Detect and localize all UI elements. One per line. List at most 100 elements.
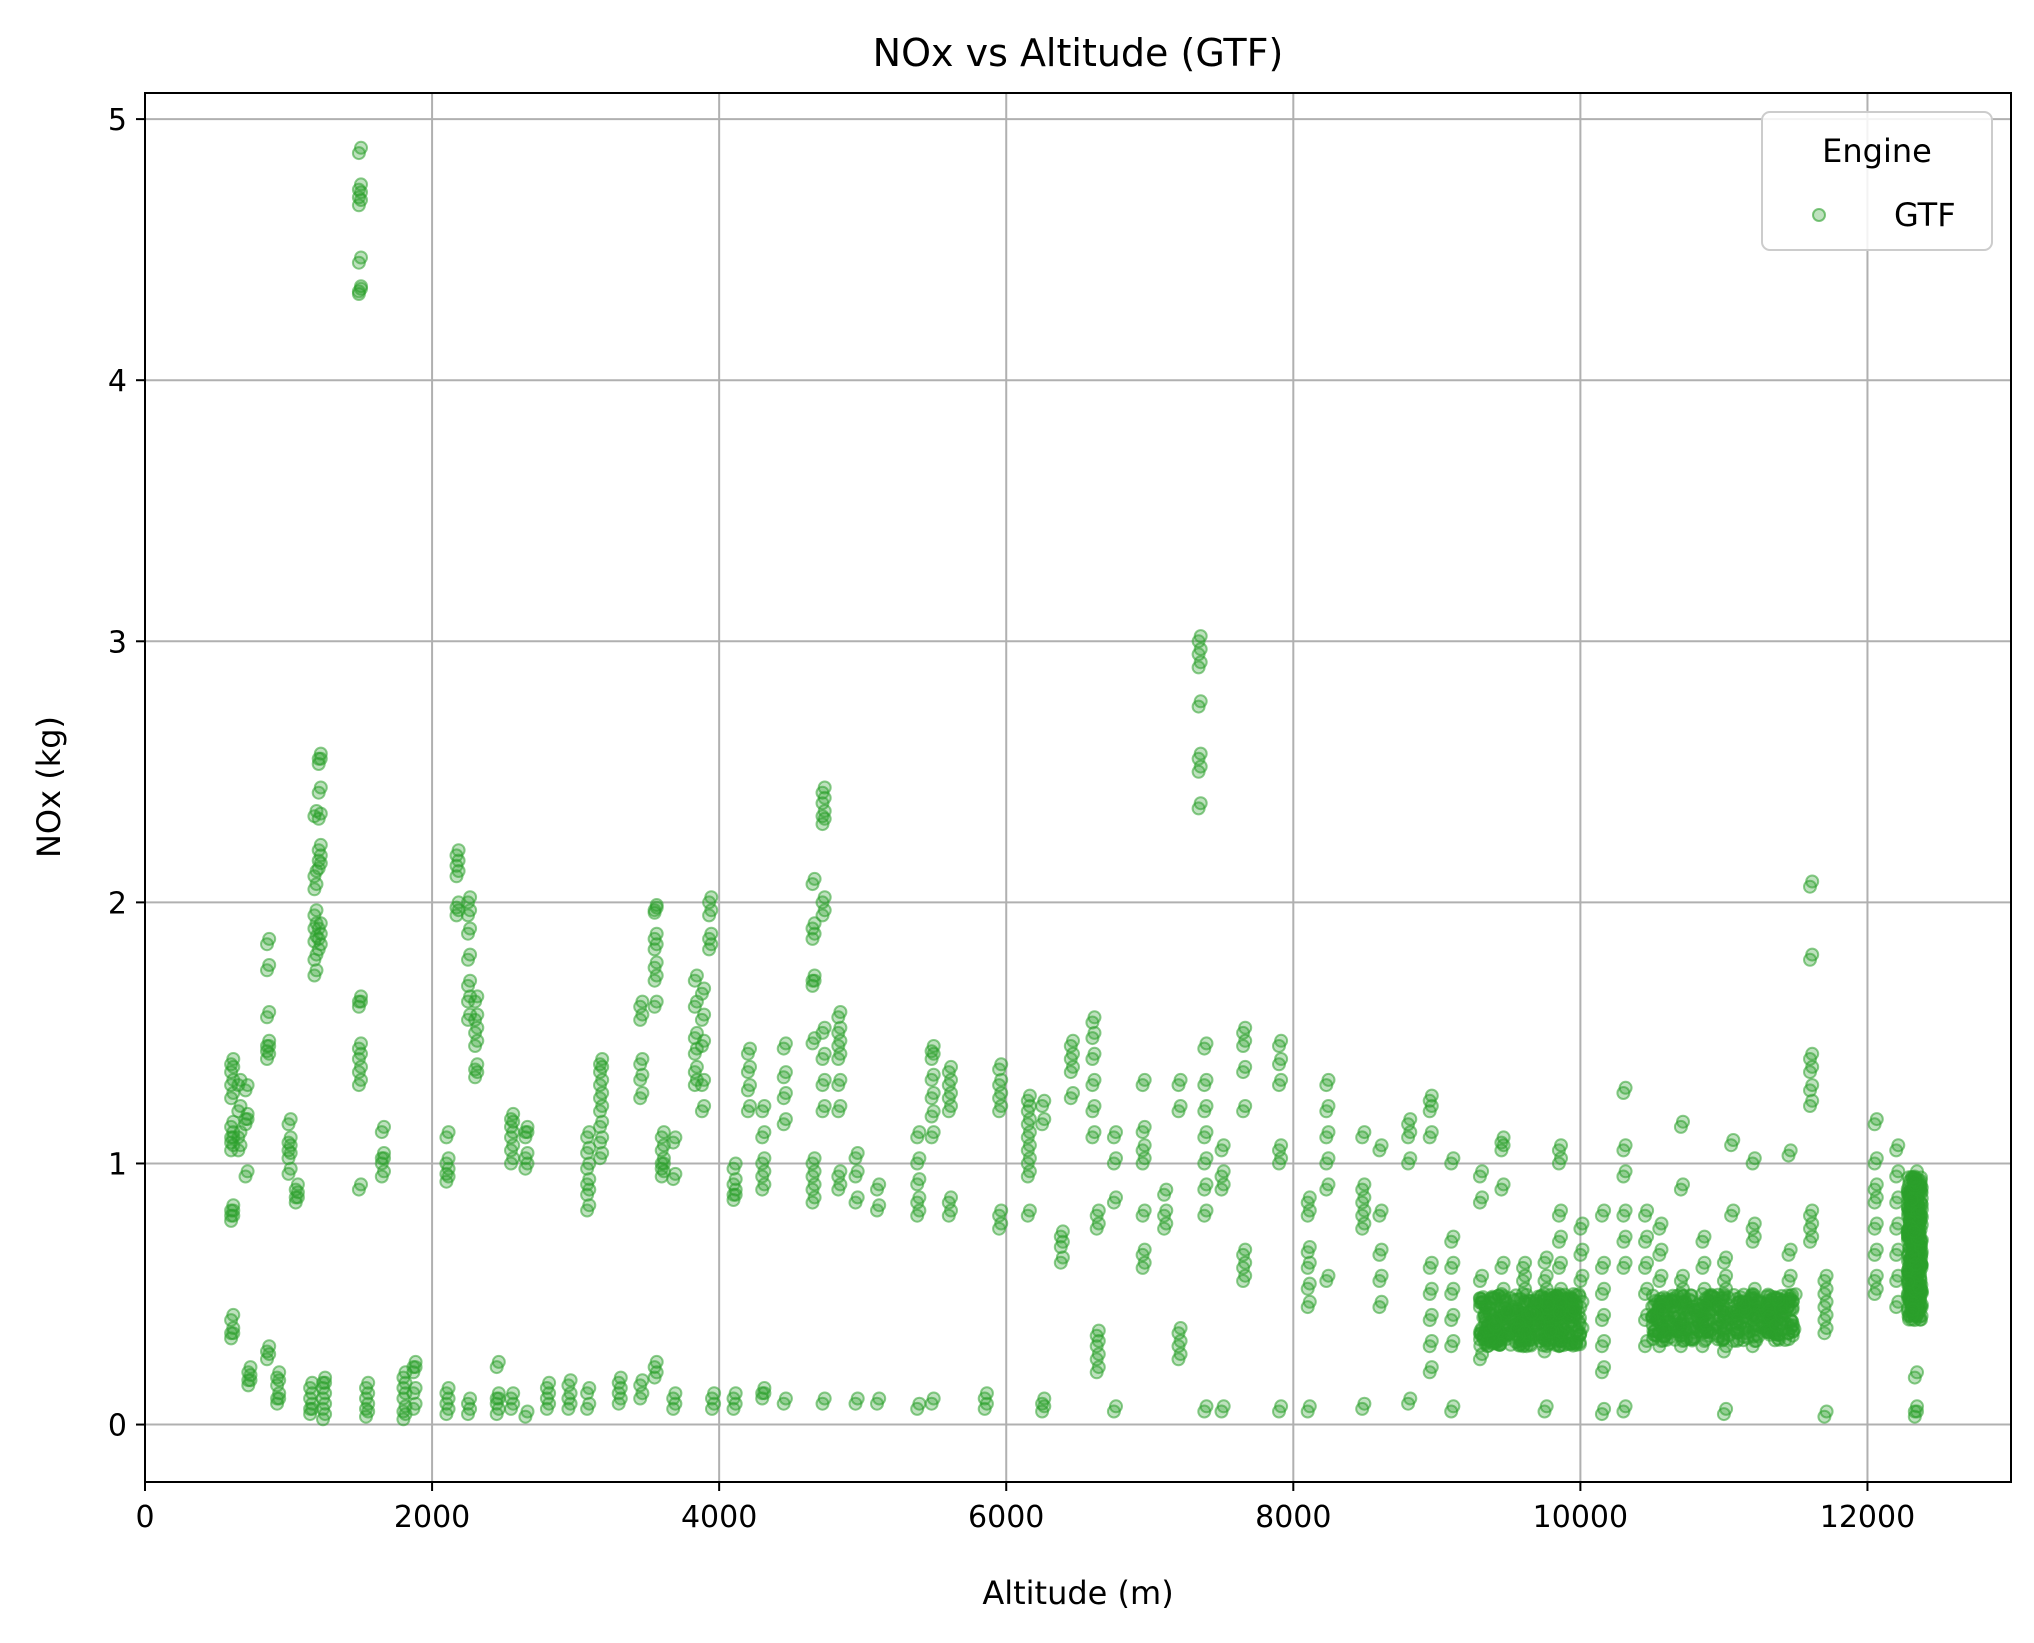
data-point xyxy=(1543,1324,1558,1339)
data-point xyxy=(778,1036,793,1051)
grid xyxy=(144,93,2011,1482)
data-point xyxy=(994,1086,1009,1100)
data-point xyxy=(994,1203,1009,1218)
data-point xyxy=(1193,694,1208,709)
data-point xyxy=(1066,1059,1080,1074)
data-point xyxy=(470,1020,485,1035)
data-point xyxy=(243,1360,258,1375)
data-point xyxy=(850,1391,865,1406)
data-point xyxy=(649,994,664,1009)
data-point xyxy=(1805,947,1820,962)
data-point xyxy=(1618,1080,1633,1095)
data-point xyxy=(704,926,719,941)
data-point xyxy=(1539,1268,1554,1283)
data-point xyxy=(1193,629,1208,644)
data-point xyxy=(451,895,466,910)
data-point xyxy=(1199,1151,1214,1166)
data-point xyxy=(1552,1305,1567,1320)
data-point xyxy=(1869,1242,1884,1257)
data-point xyxy=(1805,1203,1820,1218)
data-point xyxy=(1374,1138,1389,1153)
data-point xyxy=(1709,1319,1724,1334)
data-point xyxy=(1087,1010,1102,1025)
data-point xyxy=(912,1151,927,1166)
data-point xyxy=(1446,1334,1461,1348)
data-point xyxy=(1424,1255,1439,1270)
data-point xyxy=(313,916,328,931)
data-point xyxy=(408,1354,423,1369)
data-point xyxy=(850,1190,865,1205)
data-point xyxy=(582,1381,597,1395)
data-point xyxy=(833,1005,848,1019)
data-point xyxy=(408,1381,423,1395)
data-point xyxy=(1485,1291,1500,1306)
data-point xyxy=(817,780,832,795)
data-point xyxy=(313,780,328,795)
data-point xyxy=(1374,1242,1389,1257)
x-tick-label: 6000 xyxy=(968,1500,1044,1535)
data-point xyxy=(743,1041,757,1056)
data-point xyxy=(290,1177,305,1192)
data-point xyxy=(1173,1347,1188,1362)
data-point xyxy=(1066,1086,1080,1100)
data-point xyxy=(1774,1308,1789,1323)
data-point xyxy=(1022,1138,1037,1153)
data-point xyxy=(1645,1310,1660,1325)
data-point xyxy=(1686,1332,1701,1347)
data-point xyxy=(1199,1399,1214,1414)
data-point xyxy=(1475,1164,1490,1179)
x-axis-label: Altitude (m) xyxy=(982,1574,1173,1612)
data-point xyxy=(1719,1268,1734,1283)
data-point xyxy=(833,1099,848,1113)
data-point xyxy=(582,1125,597,1140)
data-point xyxy=(1719,1401,1734,1416)
data-point xyxy=(1087,1046,1102,1061)
data-point xyxy=(872,1177,887,1192)
data-point xyxy=(1055,1250,1070,1265)
data-point xyxy=(262,958,277,972)
data-point xyxy=(1037,1112,1052,1127)
data-point xyxy=(649,1354,664,1369)
data-point xyxy=(491,1354,506,1369)
data-point xyxy=(1446,1151,1461,1166)
data-point xyxy=(1805,1078,1820,1093)
data-point xyxy=(668,1166,683,1181)
data-point xyxy=(354,1059,368,1074)
data-point xyxy=(1109,1399,1123,1414)
data-point xyxy=(1446,1307,1461,1322)
data-point xyxy=(1554,1138,1568,1153)
data-point xyxy=(1037,1391,1052,1406)
data-point xyxy=(240,1078,255,1093)
data-point xyxy=(1238,1059,1253,1074)
data-point xyxy=(944,1203,958,1218)
y-tick-label: 4 xyxy=(108,364,127,399)
data-point xyxy=(470,989,485,1004)
data-point xyxy=(1654,1301,1669,1316)
data-point xyxy=(1321,1099,1336,1113)
data-point xyxy=(542,1375,557,1390)
data-point xyxy=(1302,1294,1317,1309)
data-point xyxy=(817,1099,832,1113)
data-point xyxy=(1066,1033,1080,1048)
data-point xyxy=(1321,1268,1336,1283)
data-point xyxy=(1199,1203,1214,1218)
data-point xyxy=(912,1172,927,1187)
data-point xyxy=(1697,1255,1712,1270)
data-point xyxy=(1640,1203,1655,1218)
data-point xyxy=(1654,1242,1669,1257)
data-point xyxy=(1374,1294,1389,1309)
data-point xyxy=(463,1391,478,1406)
data-point xyxy=(240,1164,255,1179)
data-point xyxy=(354,989,368,1004)
data-point xyxy=(1137,1138,1152,1153)
data-point xyxy=(912,1396,927,1411)
data-point xyxy=(979,1386,994,1401)
data-point xyxy=(1302,1399,1317,1414)
data-point xyxy=(1654,1268,1669,1283)
data-point xyxy=(1597,1334,1612,1348)
data-point xyxy=(595,1130,610,1145)
data-point xyxy=(463,973,478,988)
x-tick-label: 10000 xyxy=(1533,1500,1628,1535)
